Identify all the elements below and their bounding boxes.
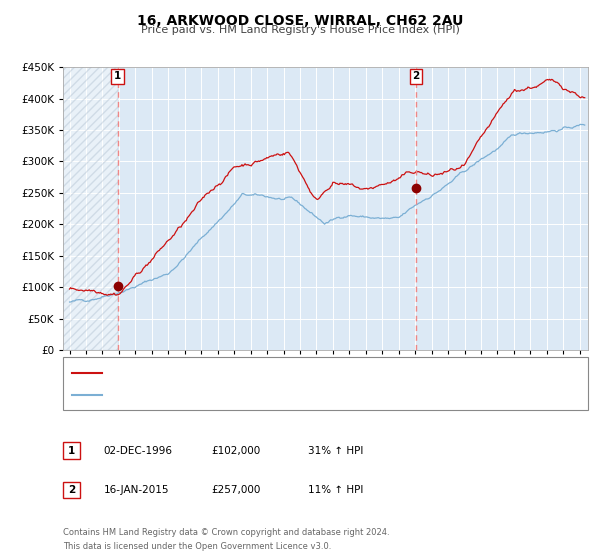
Text: 16, ARKWOOD CLOSE, WIRRAL, CH62 2AU (detached house): 16, ARKWOOD CLOSE, WIRRAL, CH62 2AU (det…	[108, 368, 422, 377]
Text: Price paid vs. HM Land Registry's House Price Index (HPI): Price paid vs. HM Land Registry's House …	[140, 25, 460, 35]
Text: 11% ↑ HPI: 11% ↑ HPI	[308, 485, 363, 495]
Text: 16-JAN-2015: 16-JAN-2015	[104, 485, 169, 495]
Text: 02-DEC-1996: 02-DEC-1996	[104, 446, 173, 456]
Text: Contains HM Land Registry data © Crown copyright and database right 2024.: Contains HM Land Registry data © Crown c…	[63, 528, 389, 536]
Text: This data is licensed under the Open Government Licence v3.0.: This data is licensed under the Open Gov…	[63, 542, 331, 550]
Text: HPI: Average price, detached house, Wirral: HPI: Average price, detached house, Wirr…	[108, 390, 332, 400]
Text: 2: 2	[412, 72, 419, 81]
Bar	[63, 67, 118, 350]
Text: 16, ARKWOOD CLOSE, WIRRAL, CH62 2AU: 16, ARKWOOD CLOSE, WIRRAL, CH62 2AU	[137, 14, 463, 28]
Text: 2: 2	[68, 485, 75, 495]
Text: 1: 1	[114, 72, 121, 81]
Text: £102,000: £102,000	[212, 446, 261, 456]
Text: 31% ↑ HPI: 31% ↑ HPI	[308, 446, 363, 456]
Text: £257,000: £257,000	[212, 485, 261, 495]
Text: 1: 1	[68, 446, 75, 456]
